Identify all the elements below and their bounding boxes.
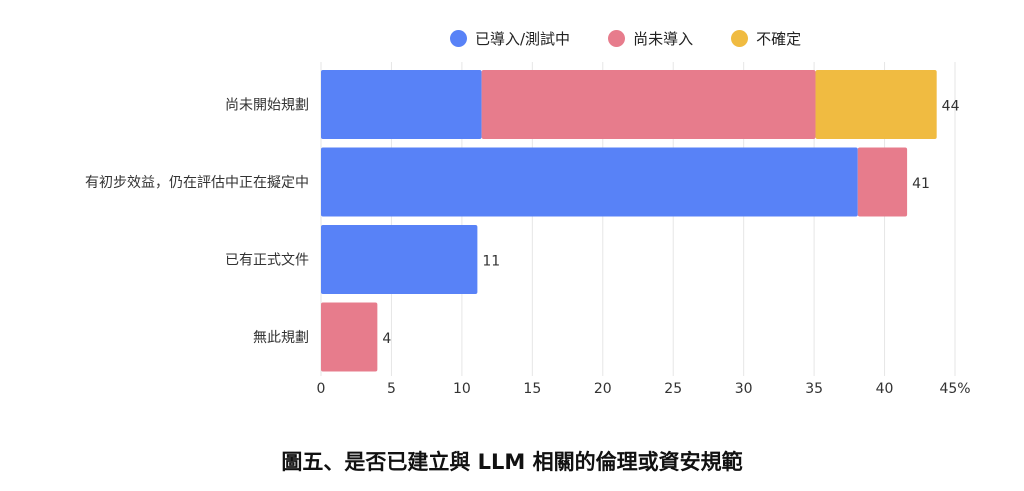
data-label: 44 xyxy=(942,99,960,115)
legend-item: 不確定 xyxy=(731,28,801,49)
x-tick-label: 5 xyxy=(387,381,396,397)
legend: 已導入/測試中 尚未導入 不確定 xyxy=(450,28,801,49)
legend-label: 已導入/測試中 xyxy=(475,30,571,48)
x-tick-label: 45% xyxy=(939,381,970,397)
bar-segment xyxy=(321,70,482,139)
chart-title: 圖五、是否已建立與 LLM 相關的倫理或資安規範 xyxy=(281,450,743,474)
x-tick-label: 0 xyxy=(317,381,326,397)
x-tick-label: 25 xyxy=(664,381,682,397)
legend-swatch xyxy=(731,30,749,47)
x-tick-label: 35 xyxy=(805,381,823,397)
legend-label: 不確定 xyxy=(756,30,802,48)
legend-swatch xyxy=(450,30,467,47)
data-label: 4 xyxy=(382,331,391,347)
legend-swatch xyxy=(608,30,626,47)
x-tick-label: 10 xyxy=(453,381,471,397)
legend-label: 尚未導入 xyxy=(633,30,694,48)
y-category-label: 尚未開始規劃 xyxy=(225,98,309,114)
bar-segment xyxy=(321,147,858,217)
bar-segment xyxy=(481,70,816,139)
legend-item: 已導入/測試中 xyxy=(450,28,570,49)
y-category-label: 有初步效益，仍在評估中正在擬定中 xyxy=(85,174,309,191)
data-label: 41 xyxy=(912,176,930,192)
plot-area: 0 5 10 15 20 25 30 35 40 45% 尚未開始規劃 44 有初步效益，仍在評估中正在… xyxy=(85,62,971,397)
x-tick-label: 40 xyxy=(876,381,894,397)
x-tick-label: 20 xyxy=(594,381,612,397)
y-category-label: 無此規劃 xyxy=(253,330,309,346)
bar-segment xyxy=(321,225,478,294)
legend-item: 尚未導入 xyxy=(608,28,693,49)
x-tick-label: 30 xyxy=(735,381,753,397)
y-category-label: 已有正式文件 xyxy=(225,253,309,269)
bar-segment xyxy=(857,147,908,217)
data-label: 11 xyxy=(482,254,500,270)
bar-segment xyxy=(815,70,937,139)
bar-segment xyxy=(321,302,378,372)
x-tick-label: 15 xyxy=(523,381,541,397)
